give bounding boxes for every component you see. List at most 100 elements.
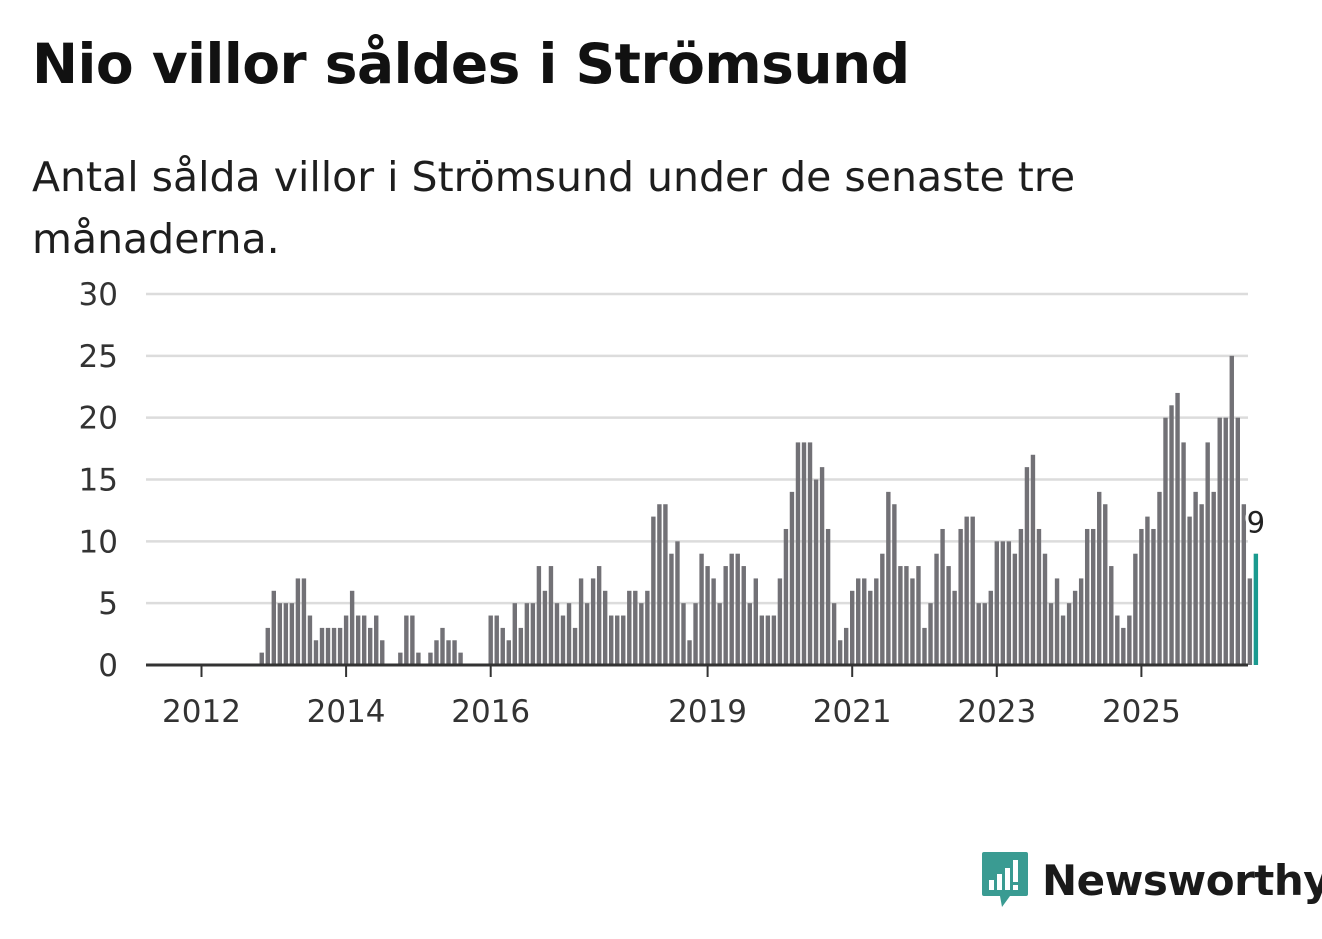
bar xyxy=(717,603,722,665)
bar xyxy=(970,516,975,665)
bar xyxy=(277,603,283,665)
x-axis: 2012 2014 2016 2019 2021 2023 2025 xyxy=(146,663,1248,730)
bar xyxy=(1024,467,1030,665)
bar xyxy=(488,615,493,665)
bar xyxy=(398,652,403,665)
bar xyxy=(271,590,276,665)
bar xyxy=(777,578,783,665)
bar xyxy=(1042,553,1048,665)
bar xyxy=(675,541,680,665)
bar xyxy=(898,566,903,665)
bar xyxy=(313,640,319,665)
bar xyxy=(825,528,831,665)
bar xyxy=(512,603,517,665)
bar xyxy=(627,590,632,665)
bar xyxy=(868,590,873,665)
brand-name: Newsworthy xyxy=(1042,855,1322,905)
bar xyxy=(1229,355,1234,665)
bar xyxy=(1169,405,1174,665)
bar xyxy=(1012,553,1018,665)
y-tick-label: 20 xyxy=(79,401,118,437)
bar xyxy=(669,553,674,665)
bar xyxy=(307,615,313,665)
bar xyxy=(1036,528,1042,665)
bar xyxy=(584,603,590,665)
bar xyxy=(1193,491,1198,665)
x-tick-label: 2023 xyxy=(957,694,1036,730)
bar xyxy=(319,627,325,665)
bar xyxy=(1187,516,1192,665)
bar xyxy=(283,603,289,665)
bar xyxy=(1199,504,1204,665)
bar xyxy=(1157,491,1162,665)
bar xyxy=(958,528,963,665)
bar xyxy=(428,652,433,665)
bar xyxy=(837,640,843,665)
bar xyxy=(801,442,807,665)
bar xyxy=(1211,491,1216,665)
bar xyxy=(1181,442,1186,665)
bar xyxy=(615,615,620,665)
bar xyxy=(982,603,987,665)
bar xyxy=(813,479,819,665)
bar xyxy=(542,590,548,665)
bar xyxy=(916,566,921,665)
bar xyxy=(940,528,945,665)
bar xyxy=(301,578,307,665)
bar xyxy=(699,553,704,665)
bar xyxy=(1127,615,1132,665)
bar xyxy=(952,590,957,665)
bar xyxy=(789,491,795,665)
bar xyxy=(1223,417,1228,665)
bar xyxy=(1247,578,1253,665)
bar xyxy=(759,615,765,665)
bar xyxy=(295,578,301,665)
bar xyxy=(530,603,536,665)
bar xyxy=(850,590,855,665)
y-tick-label: 10 xyxy=(79,524,118,560)
bar xyxy=(566,603,572,665)
bar xyxy=(506,640,511,665)
bar xyxy=(1109,566,1114,665)
bar xyxy=(1072,590,1078,665)
chart-subtitle: Antal sålda villor i Strömsund under de … xyxy=(32,153,1076,263)
bar xyxy=(331,627,337,665)
gridlines xyxy=(146,292,1248,605)
bar xyxy=(747,603,752,665)
bar xyxy=(325,627,331,665)
bar xyxy=(843,627,849,665)
bar-latest xyxy=(1253,553,1259,665)
bar xyxy=(819,467,825,665)
bar xyxy=(1175,392,1180,665)
bar xyxy=(795,442,801,665)
bar xyxy=(892,504,897,665)
bar xyxy=(880,553,885,665)
bar xyxy=(590,578,596,665)
bar xyxy=(1066,603,1072,665)
bar xyxy=(1030,454,1036,665)
bar xyxy=(259,652,264,665)
bar xyxy=(886,491,891,665)
bar xyxy=(524,603,530,665)
bar xyxy=(1018,528,1024,665)
bar xyxy=(518,627,524,665)
bar xyxy=(976,603,981,665)
bars xyxy=(259,355,1259,665)
bar xyxy=(922,627,927,665)
y-tick-label: 15 xyxy=(79,463,118,499)
data-label-latest: 9 xyxy=(1247,506,1265,540)
bar xyxy=(265,627,270,665)
bar xyxy=(1163,417,1168,665)
bar xyxy=(572,627,578,665)
bar xyxy=(1115,615,1120,665)
bar xyxy=(337,627,343,665)
bar xyxy=(681,603,686,665)
x-tick-label: 2012 xyxy=(162,694,241,730)
bar xyxy=(711,578,716,665)
bar xyxy=(663,504,668,665)
bar xyxy=(723,566,728,665)
bar xyxy=(355,615,361,665)
bar xyxy=(831,603,837,665)
bar xyxy=(687,640,692,665)
